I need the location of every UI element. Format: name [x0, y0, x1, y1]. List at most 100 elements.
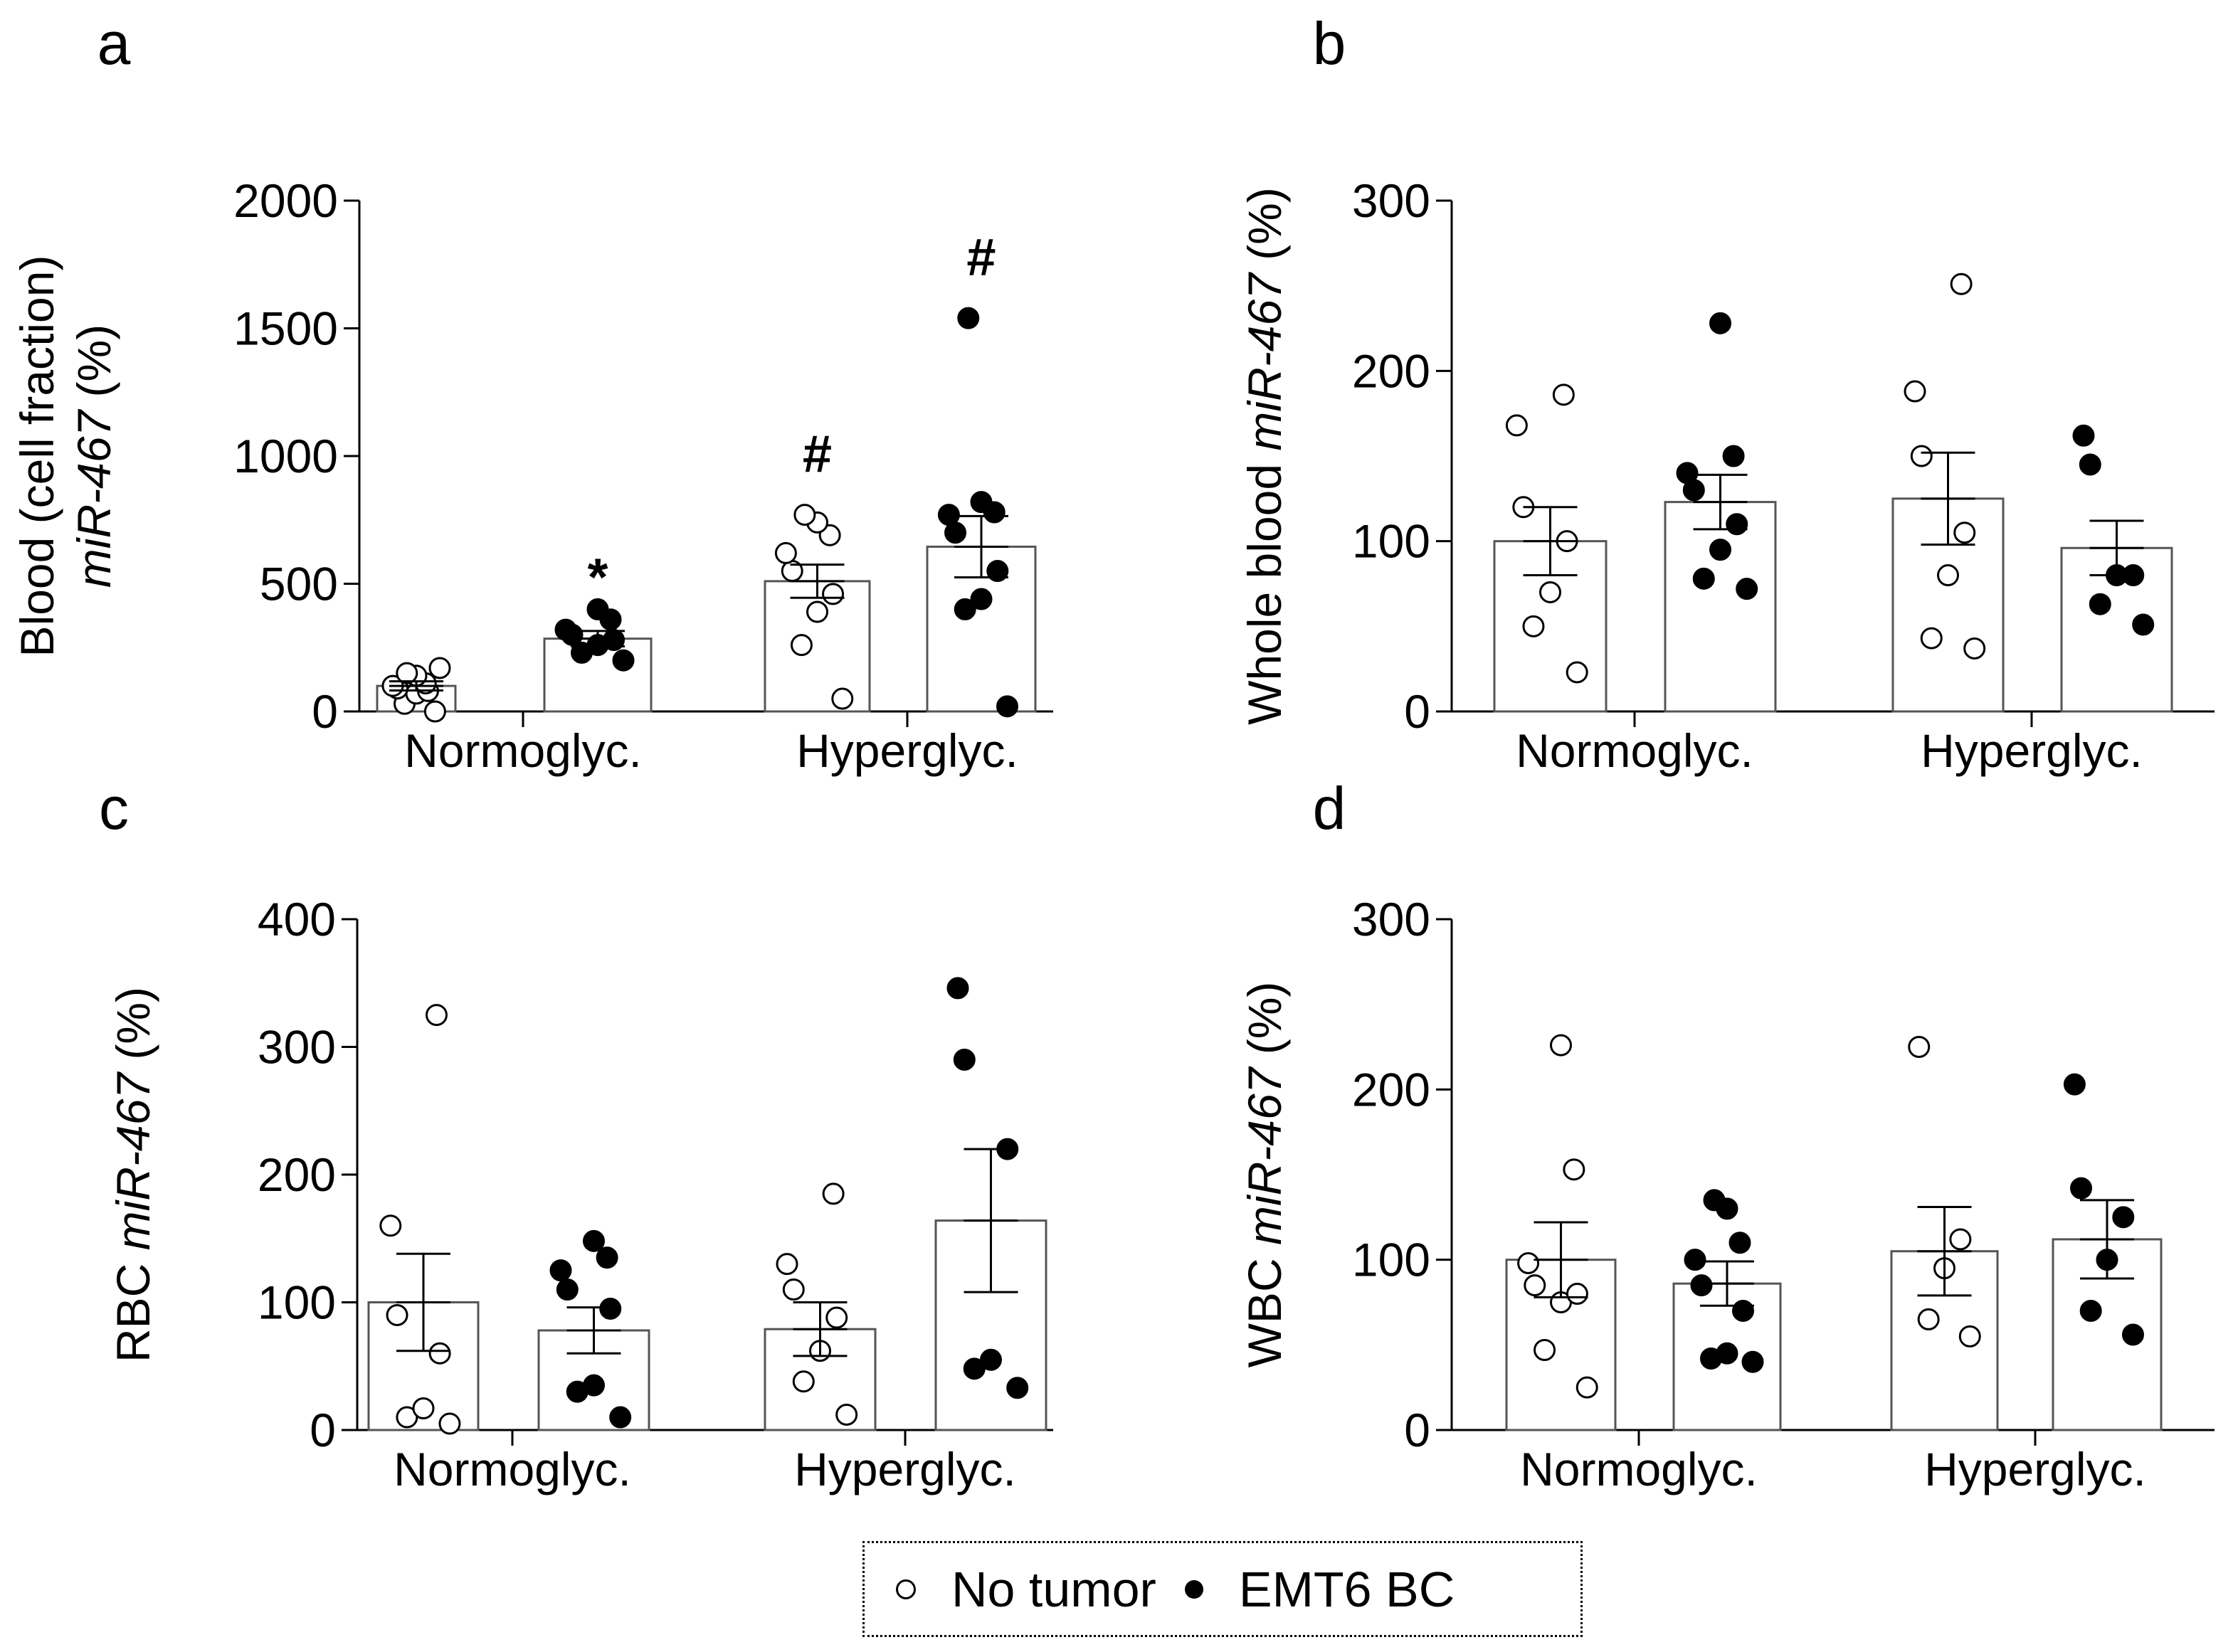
- significance-marker: #: [803, 425, 832, 484]
- legend: No tumor EMT6 BC: [862, 1541, 1583, 1637]
- data-point: [2070, 1177, 2093, 1200]
- data-point: [792, 1370, 815, 1393]
- data-point: [822, 1182, 845, 1205]
- y-tick-label: 300: [258, 1021, 336, 1074]
- data-point: [963, 1357, 986, 1380]
- data-point: [1563, 1158, 1585, 1181]
- data-point: [556, 1278, 579, 1301]
- data-point: [793, 504, 816, 526]
- data-point: [425, 1004, 448, 1027]
- y-tick-label: 0: [1404, 1404, 1430, 1456]
- data-point: [428, 657, 451, 679]
- significance-marker: #: [966, 228, 996, 287]
- y-axis-label-gene: miR-467: [1238, 272, 1291, 451]
- y-tick-label: 100: [258, 1276, 336, 1329]
- legend-label-emt6: EMT6 BC: [1238, 1561, 1455, 1617]
- data-point: [2089, 593, 2111, 615]
- data-point: [776, 1253, 798, 1276]
- data-point: [782, 1278, 805, 1301]
- significance-marker: *: [588, 547, 608, 606]
- y-tick-label: 0: [312, 685, 338, 738]
- data-point: [825, 1306, 848, 1329]
- data-point: [1726, 513, 1748, 536]
- data-point: [1736, 578, 1758, 600]
- data-point: [1524, 1274, 1546, 1297]
- data-point: [1709, 312, 1731, 334]
- open-circle-icon: [896, 1579, 916, 1599]
- data-point: [428, 1342, 451, 1365]
- y-tick-label: 100: [1352, 515, 1430, 568]
- category-label: Normoglyc.: [1520, 1443, 1758, 1495]
- data-point: [412, 1397, 435, 1419]
- data-point: [1566, 661, 1588, 684]
- data-point: [2063, 1073, 2086, 1096]
- data-point: [946, 977, 969, 1000]
- y-tick-label: 2000: [233, 174, 338, 227]
- data-point: [599, 1297, 622, 1320]
- chart-panel-d: d 0 100 200 300 Normoglyc. Hyperglyc. WBC miR-4…: [1238, 775, 2215, 1495]
- data-point: [954, 598, 976, 620]
- panel-letter: c: [99, 775, 129, 842]
- data-point: [1953, 521, 1976, 544]
- panel-letter: b: [1313, 10, 1346, 77]
- y-axis-label: WBC miR-467 (%): [1238, 982, 1291, 1368]
- y-axis-label-gene: miR-467: [107, 1071, 159, 1251]
- data-point: [1676, 462, 1699, 485]
- data-point: [1703, 1189, 1726, 1212]
- y-axis-label-text: RBC: [107, 1250, 159, 1362]
- data-point: [835, 1403, 858, 1426]
- data-point: [2132, 613, 2155, 636]
- data-point: [937, 504, 960, 526]
- category-label: Hyperglyc.: [1924, 1443, 2146, 1495]
- y-axis-label: RBC miR-467 (%): [107, 987, 159, 1362]
- data-point: [970, 491, 993, 514]
- data-point: [1006, 1377, 1029, 1399]
- legend-item-no-tumor: No tumor: [865, 1561, 1156, 1618]
- data-point: [549, 1259, 572, 1282]
- data-point: [1950, 272, 1973, 295]
- data-point: [1517, 1251, 1540, 1274]
- data-point: [2079, 1299, 2102, 1322]
- data-point: [438, 1412, 461, 1435]
- bar-emt6-0: [1664, 501, 1777, 713]
- data-point: [2112, 1206, 2135, 1229]
- data-point: [379, 1214, 402, 1237]
- data-point: [583, 1374, 605, 1397]
- panel-letter: a: [97, 10, 131, 77]
- y-axis-label: miR-467 (%): [68, 324, 120, 588]
- data-point: [822, 583, 845, 605]
- y-axis-label-line1: Blood (cell fraction): [11, 255, 63, 657]
- y-tick-label: 300: [1352, 893, 1430, 946]
- data-point: [774, 541, 797, 564]
- data-point: [396, 1406, 418, 1429]
- y-axis-label-text: WBC: [1238, 1245, 1291, 1367]
- data-point: [386, 1303, 408, 1326]
- data-point: [583, 1229, 605, 1252]
- y-tick-label: 400: [258, 893, 336, 946]
- data-point: [1522, 615, 1545, 637]
- data-point: [1958, 1325, 1981, 1347]
- y-axis-label-gene: miR-467: [1238, 1066, 1291, 1245]
- y-axis-label-unit: (%): [1238, 982, 1291, 1068]
- data-point: [831, 687, 854, 710]
- category-label: Hyperglyc.: [794, 1443, 1016, 1495]
- data-point: [1684, 1249, 1706, 1271]
- data-point: [1690, 1274, 1713, 1297]
- y-tick-label: 100: [1352, 1234, 1430, 1286]
- y-axis-label-gene: miR-467: [68, 409, 120, 588]
- y-tick-label: 200: [1352, 344, 1430, 397]
- chart-panel-a: a 0 500 1000 1500 2000 Normoglyc. Hyperglyc. Blo…: [11, 10, 1053, 777]
- data-point: [1550, 1034, 1572, 1057]
- data-point: [1575, 1376, 1598, 1399]
- y-axis-label-text: Whole blood: [1238, 451, 1291, 725]
- category-label: Normoglyc.: [1516, 724, 1753, 777]
- data-point: [980, 1348, 1002, 1371]
- data-point: [1920, 627, 1943, 650]
- y-tick-label: 200: [1352, 1063, 1430, 1116]
- y-tick-label: 300: [1352, 174, 1430, 227]
- data-point: [996, 695, 1018, 718]
- data-point: [396, 662, 418, 684]
- data-point: [1937, 564, 1959, 587]
- data-point: [1917, 1308, 1940, 1330]
- data-point: [2072, 424, 2095, 447]
